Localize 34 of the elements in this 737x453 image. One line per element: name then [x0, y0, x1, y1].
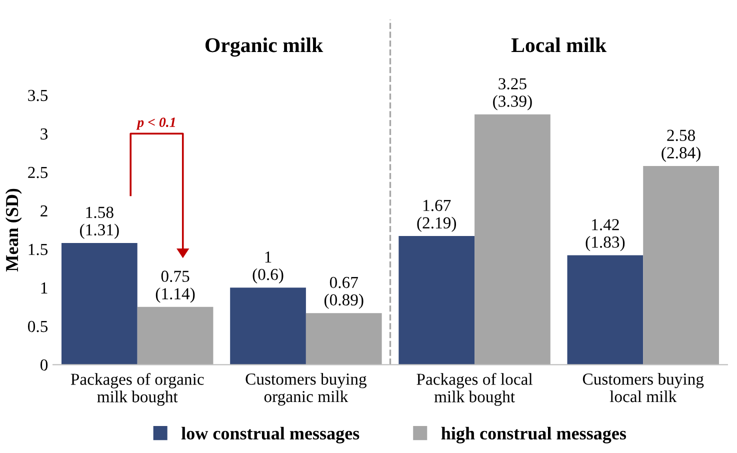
bar	[306, 313, 382, 365]
text: Organic milk	[206, 38, 324, 57]
data-label: 1.58 (1.31)	[80, 206, 119, 239]
text: Local milk	[511, 38, 607, 52]
y-tick-label: 2	[40, 205, 48, 216]
bar	[230, 288, 306, 365]
y-tick-label: 2.5	[28, 166, 48, 178]
x-tick-label: Packages of organic milk bought	[70, 373, 204, 406]
data-label: 1 (0.6)	[252, 252, 284, 284]
y-tick-label: 1	[41, 282, 48, 294]
bar	[643, 166, 719, 365]
annotation: p < 0.1	[136, 118, 175, 130]
data-label: 2.58 (2.84)	[662, 130, 700, 162]
y-tick-label: 0.5	[28, 320, 48, 332]
y-axis-title: Mean (SD)	[5, 188, 22, 272]
y-tick-label: 1.5	[28, 244, 48, 256]
x-tick-label: Customers buying organic milk	[246, 373, 367, 406]
data-label: 0.67 (0.89)	[324, 276, 364, 309]
x-tick-label: Packages of local milk bought	[416, 373, 533, 406]
bar	[137, 306, 214, 365]
y-tick-label: 3.5	[28, 90, 48, 102]
y-tick-label: 0	[40, 359, 48, 371]
data-label: 0.75 (1.14)	[156, 270, 195, 303]
data-label: 1.42 (1.83)	[586, 219, 625, 252]
bar	[567, 255, 644, 365]
legend-label: low construal messages	[181, 426, 360, 444]
data-label: 3.25 (3.39)	[493, 78, 532, 110]
y-tick-label: 3	[40, 128, 48, 140]
legend-label: high construal messages	[441, 426, 626, 444]
bar	[398, 236, 475, 365]
data-label: 1.67 (2.19)	[417, 200, 456, 232]
bar	[61, 242, 138, 365]
x-tick-label: Customers buying local milk	[582, 373, 704, 402]
bar	[474, 114, 550, 365]
